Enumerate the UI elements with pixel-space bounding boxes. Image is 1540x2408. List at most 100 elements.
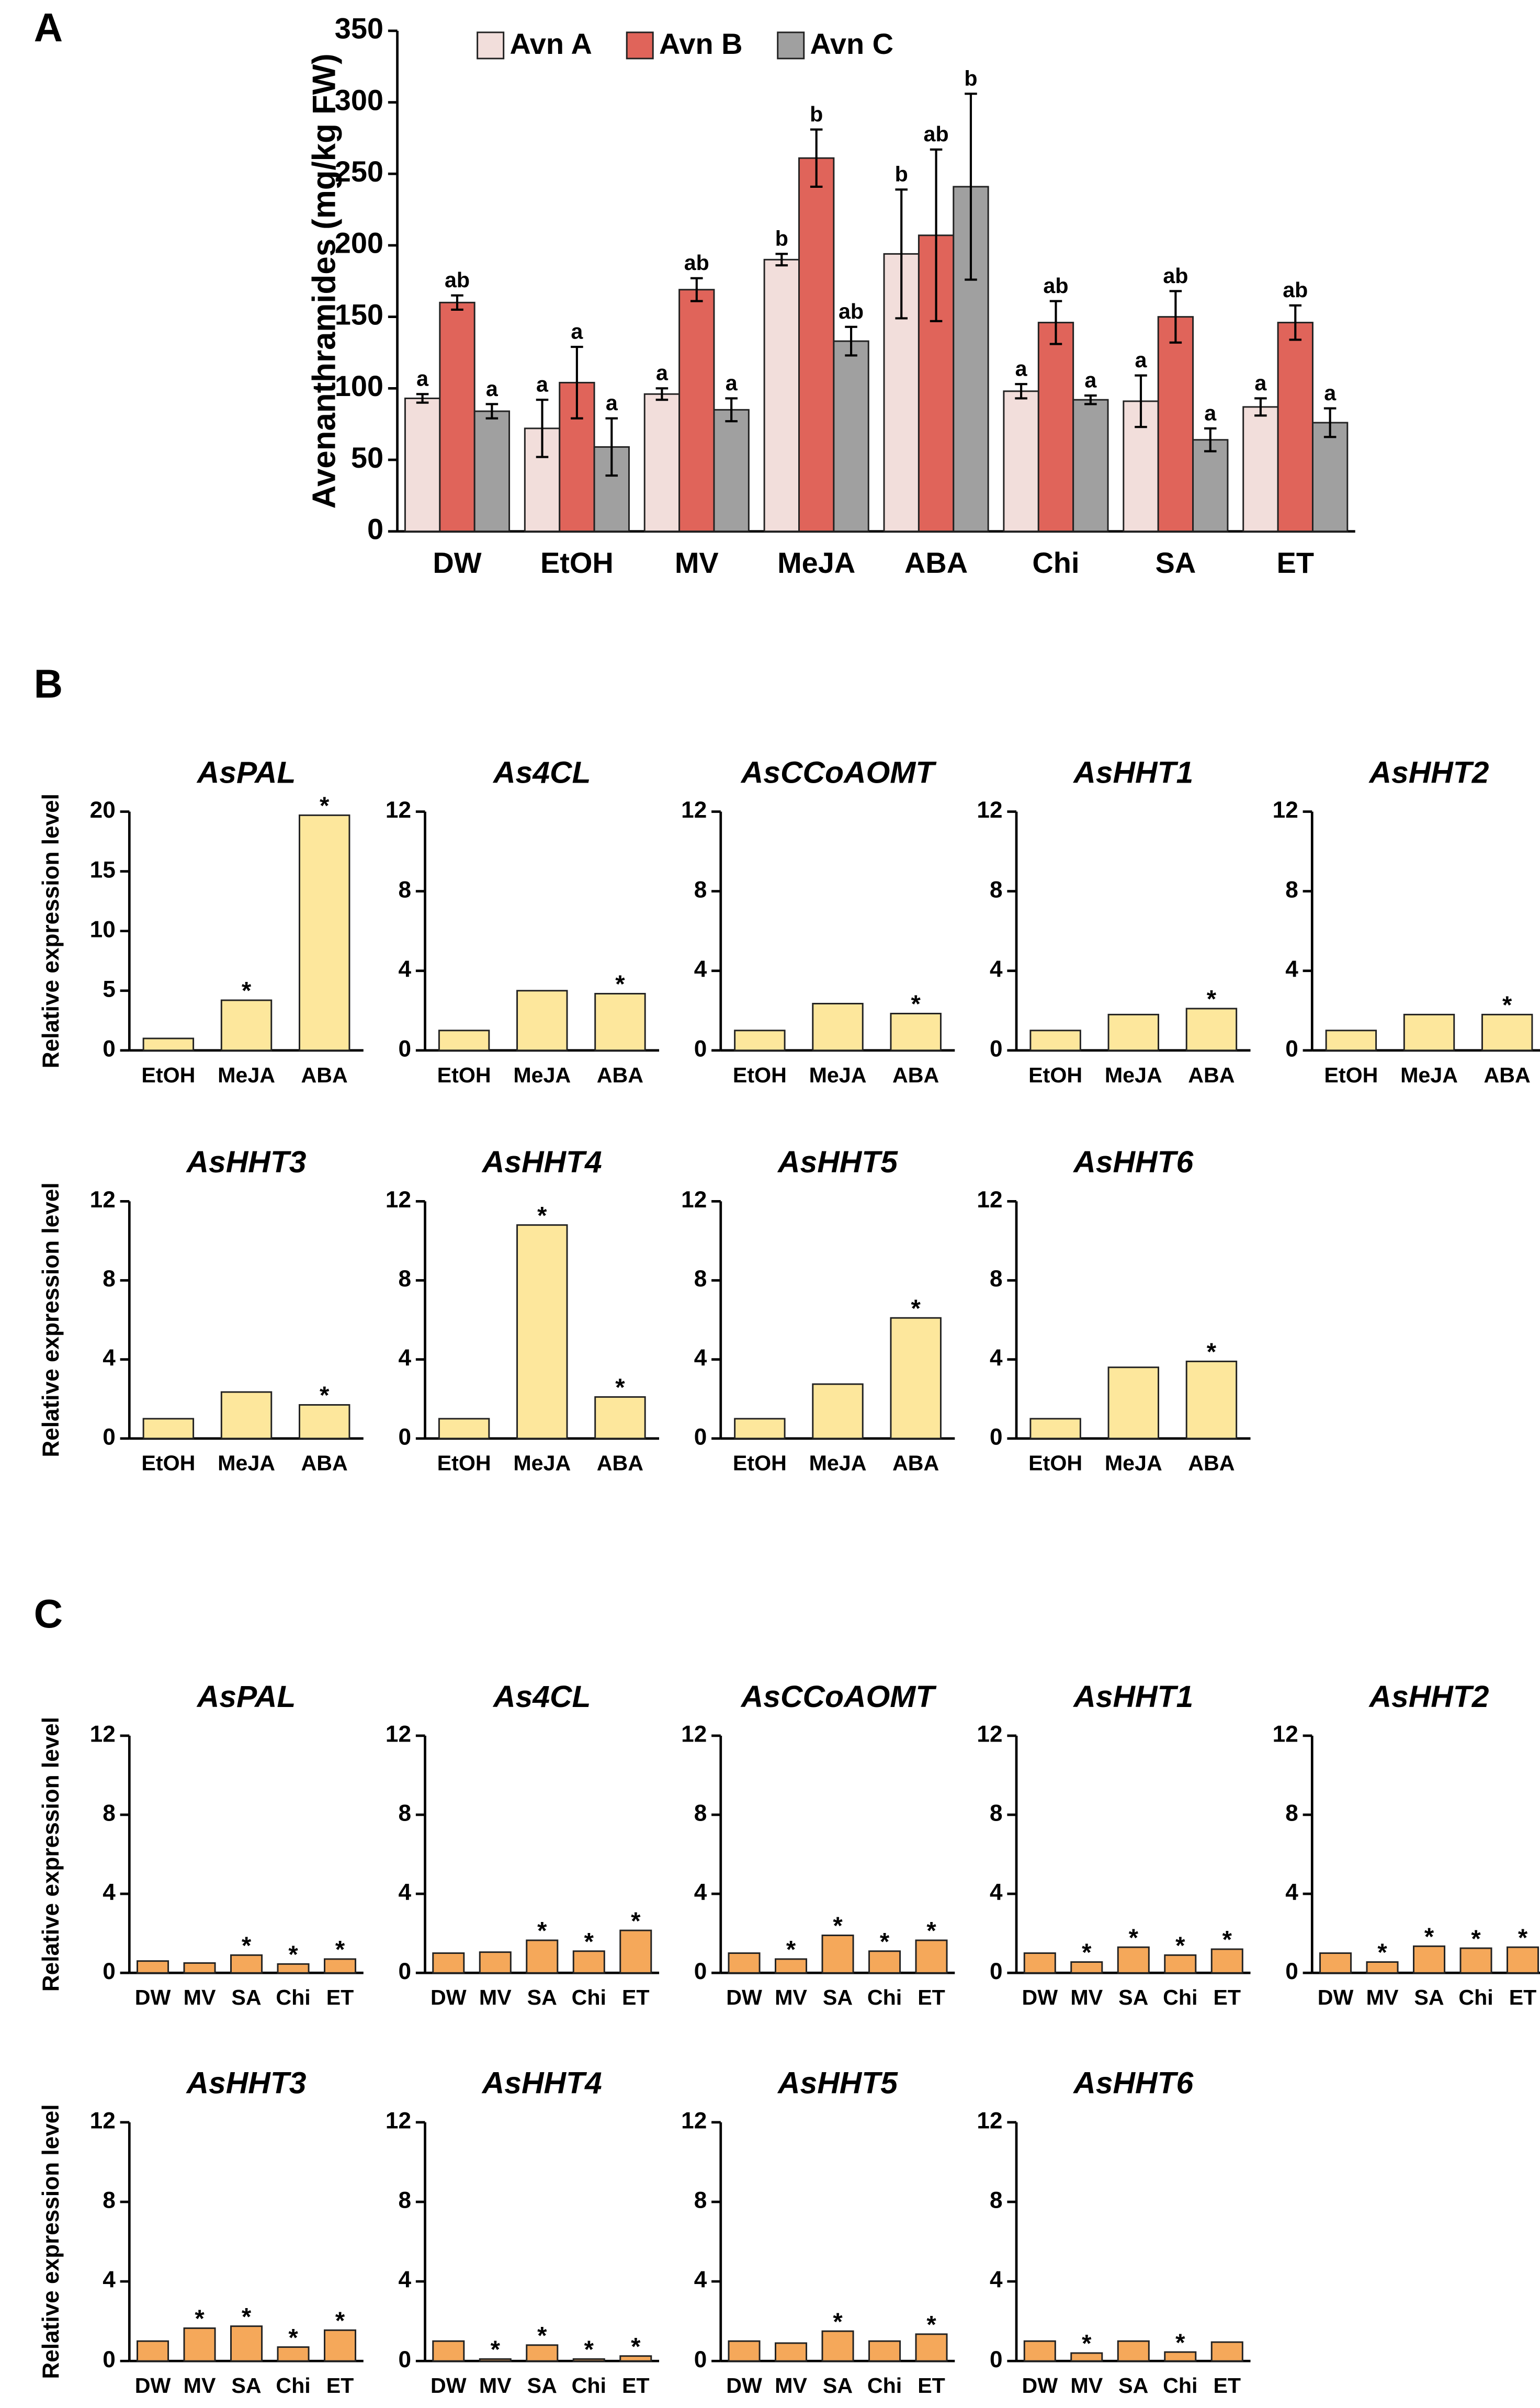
legend-label: Avn A	[509, 27, 592, 60]
x-tick-label: Chi	[276, 1985, 310, 2009]
significance-star: *	[1082, 2330, 1092, 2357]
significance-letter: ab	[1163, 264, 1188, 288]
chart-title: AsHHT4	[481, 2066, 602, 2100]
bar	[833, 340, 869, 533]
bar	[763, 258, 800, 533]
error-bar	[1289, 304, 1302, 341]
bar	[1459, 1947, 1492, 1974]
significance-star: *	[537, 2321, 547, 2349]
x-tick-label: ABA	[301, 1063, 348, 1087]
y-tick-label: 0	[694, 1959, 707, 1984]
bar	[298, 814, 350, 1052]
bar	[1366, 1961, 1399, 1974]
y-tick-label: 4	[694, 1880, 707, 1905]
y-tick-label: 0	[103, 1036, 116, 1062]
significance-letter: b	[964, 66, 977, 91]
bar	[821, 2330, 854, 2362]
error-bar	[416, 393, 429, 404]
bar	[277, 1963, 310, 1974]
significance-star: *	[320, 1381, 330, 1409]
y-tick-label: 12	[386, 1187, 411, 1213]
y-tick-label: 0	[990, 1036, 1003, 1062]
bar	[734, 1418, 786, 1440]
x-tick-label: EtOH	[1324, 1063, 1378, 1087]
bar	[473, 410, 511, 533]
x-tick-label: EtOH	[437, 1063, 491, 1087]
legend-label: Avn C	[810, 27, 894, 60]
x-tick-label: MV	[479, 1985, 512, 2009]
x-tick-label: DW	[726, 2373, 762, 2398]
x-tick-label: SA	[1118, 2373, 1148, 2398]
bar	[1481, 1013, 1533, 1052]
significance-letter: b	[895, 162, 908, 186]
x-tick-label: DW	[1022, 1985, 1058, 2009]
x-tick-label: Chi	[1458, 1985, 1493, 2009]
y-tick-label: 150	[335, 298, 383, 331]
bar	[868, 1950, 901, 1974]
significance-star: *	[537, 1917, 547, 1945]
panel-label: C	[34, 1592, 63, 1636]
bar	[678, 289, 715, 533]
legend-label: Avn B	[659, 27, 743, 60]
y-tick-label: 0	[990, 2347, 1003, 2372]
significance-letter: a	[1204, 401, 1217, 425]
x-tick-label: ABA	[892, 1451, 939, 1475]
y-tick-label: 12	[90, 2108, 116, 2134]
y-tick-label: 4	[694, 1345, 707, 1371]
y-tick-label: 4	[990, 956, 1003, 982]
significance-star: *	[1129, 1924, 1139, 1951]
bar	[230, 2325, 263, 2362]
y-tick-label: 12	[90, 1187, 116, 1213]
bar	[516, 990, 568, 1052]
y-tick-label: 4	[398, 1345, 411, 1371]
x-tick-label: MV	[775, 2373, 807, 2398]
bar	[821, 1935, 854, 1974]
x-tick-label: ABA	[301, 1451, 348, 1475]
bar	[728, 2340, 761, 2362]
x-tick-label: ET	[918, 1985, 945, 2009]
significance-letter: ab	[1043, 274, 1068, 298]
x-tick-label: MeJA	[777, 546, 855, 579]
bar	[594, 992, 646, 1052]
x-tick-label: Chi	[1032, 546, 1079, 579]
bar	[890, 1317, 942, 1440]
y-tick-label: 8	[1285, 877, 1298, 902]
significance-letter: a	[571, 319, 583, 343]
bar	[324, 2329, 357, 2362]
chart-title: As4CL	[492, 1680, 591, 1714]
y-tick-label: 12	[386, 1722, 411, 1747]
bar	[1023, 1952, 1056, 1974]
bar	[1210, 1948, 1243, 1974]
bar	[619, 1929, 652, 1974]
bar	[479, 2358, 512, 2362]
x-tick-label: MV	[184, 1985, 216, 2009]
y-tick-label: 0	[694, 1036, 707, 1062]
bar	[890, 1013, 942, 1052]
y-tick-label: 0	[398, 2347, 411, 2372]
x-tick-label: DW	[433, 546, 481, 579]
x-tick-label: MV	[1070, 2373, 1103, 2398]
significance-letter: b	[810, 102, 823, 126]
bar	[594, 1396, 646, 1440]
bar	[1107, 1013, 1159, 1052]
x-tick-label: ABA	[597, 1063, 643, 1087]
bar	[915, 2333, 948, 2362]
chart-title: AsHHT1	[1072, 755, 1193, 789]
x-tick-label: DW	[431, 1985, 467, 2009]
significance-star: *	[1222, 1926, 1232, 1953]
error-bar	[1084, 394, 1097, 405]
x-tick-label: SA	[823, 1985, 853, 2009]
y-tick-label: 4	[398, 2267, 411, 2293]
bar	[915, 1939, 948, 1974]
y-tick-label: 4	[1285, 1880, 1298, 1905]
error-bar	[810, 128, 823, 188]
y-tick-label: 12	[681, 1722, 707, 1747]
significance-star: *	[1082, 1938, 1092, 1966]
significance-star: *	[1502, 991, 1512, 1019]
bar	[298, 1404, 350, 1440]
error-bar	[1135, 374, 1147, 428]
significance-letter: a	[656, 361, 669, 385]
bar	[868, 2340, 901, 2362]
x-tick-label: MeJA	[513, 1063, 571, 1087]
